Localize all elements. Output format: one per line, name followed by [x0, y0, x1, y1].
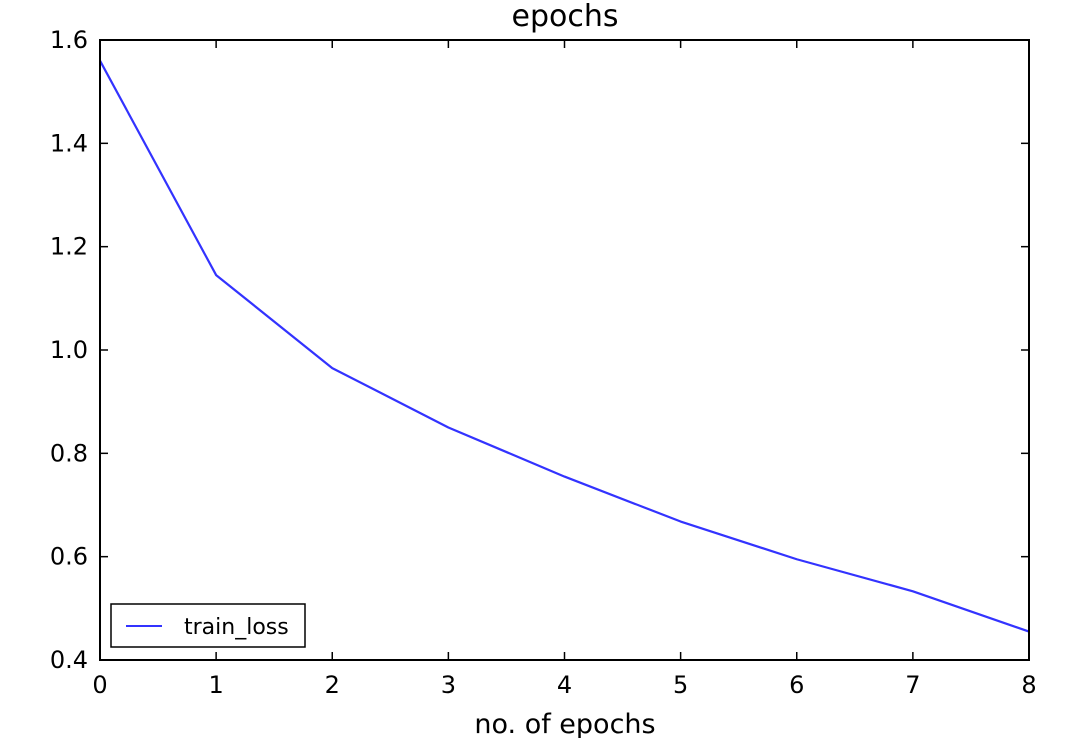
x-tick-label: 3 — [441, 671, 456, 699]
x-tick-label: 1 — [208, 671, 223, 699]
legend: train_loss — [110, 603, 306, 648]
y-tick-label: 0.8 — [50, 439, 88, 467]
y-tick-label: 1.2 — [50, 233, 88, 261]
x-tick-label: 2 — [325, 671, 340, 699]
x-tick-label: 6 — [789, 671, 804, 699]
x-tick-label: 8 — [1021, 671, 1036, 699]
axis-ticks — [99, 39, 1030, 661]
plot-frame — [99, 39, 1030, 661]
x-tick-label: 5 — [673, 671, 688, 699]
x-axis-title: no. of epochs — [474, 709, 655, 738]
legend-label-train-loss: train_loss — [184, 615, 289, 640]
chart-title: epochs — [512, 0, 619, 34]
y-tick-label: 0.6 — [50, 543, 88, 571]
series-line-train-loss — [99, 60, 1030, 633]
y-tick-label: 1.6 — [50, 26, 88, 54]
y-tick-label: 0.4 — [50, 646, 88, 674]
x-tick-label: 7 — [905, 671, 920, 699]
y-tick-label: 1.0 — [50, 336, 88, 364]
y-tick-label: 1.4 — [50, 129, 88, 157]
tick-labels: 0 1 2 3 4 5 6 7 8 0.4 0.6 0.8 1.0 1.2 1.4 1.6 — [50, 26, 1037, 699]
x-tick-label: 0 — [92, 671, 107, 699]
series-group — [99, 60, 1030, 633]
x-tick-label: 4 — [557, 671, 572, 699]
